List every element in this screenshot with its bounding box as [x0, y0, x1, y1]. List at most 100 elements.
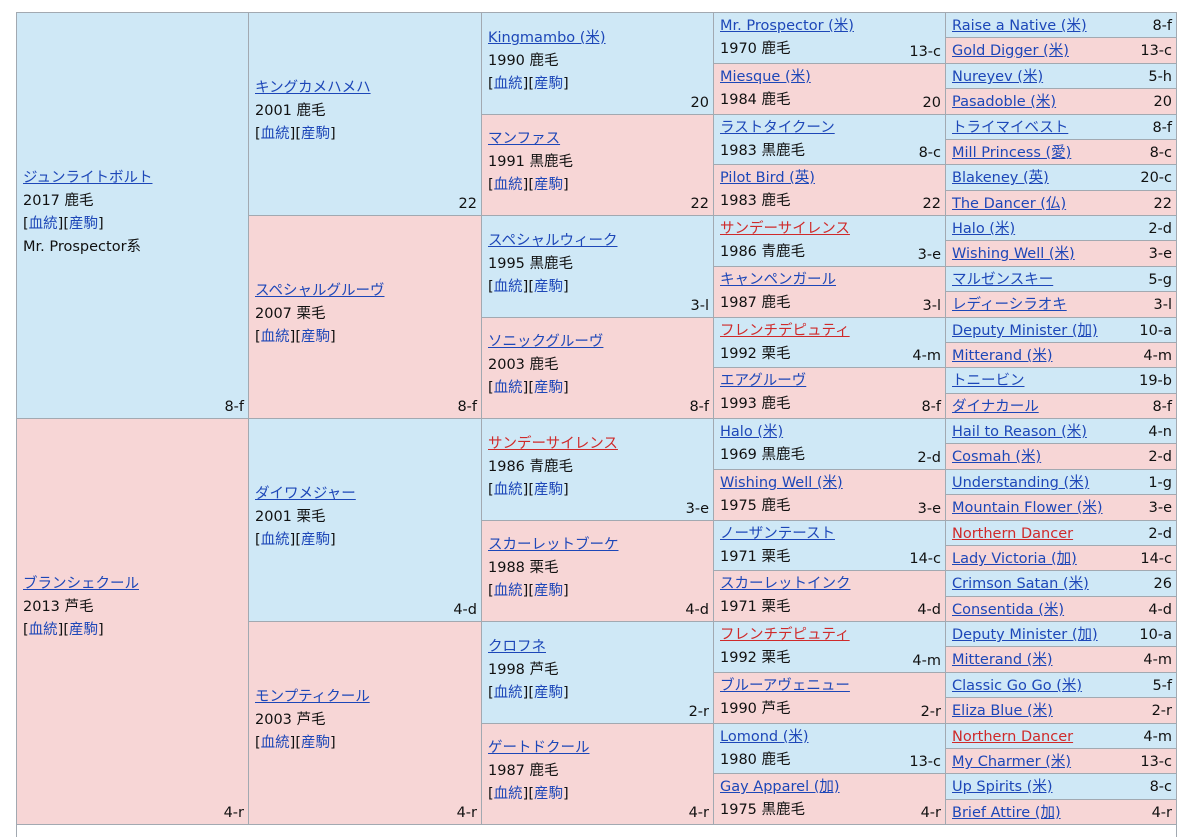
- horse-name-link[interactable]: Mitterand (米): [952, 348, 1053, 364]
- pedigree-link[interactable]: 血統: [28, 216, 58, 232]
- horse-name-link[interactable]: Lomond (米): [720, 729, 809, 745]
- offspring-link[interactable]: 産駒: [534, 583, 563, 599]
- pedigree-link[interactable]: 血統: [28, 622, 58, 638]
- pedigree-link[interactable]: 血統: [493, 583, 523, 599]
- horse-name-link[interactable]: Mill Princess (愛): [952, 145, 1072, 161]
- family-number: 4-d: [917, 602, 941, 618]
- horse-links: [血統][産駒]: [488, 786, 569, 802]
- pedigree-link[interactable]: 血統: [493, 482, 523, 498]
- offspring-link[interactable]: 産駒: [69, 216, 98, 232]
- horse-name-link[interactable]: Brief Attire (加): [952, 805, 1061, 821]
- pedigree-table: ジュンライトボルト 2017 鹿毛 [血統][産駒] Mr. Prospector系 8…: [16, 12, 1177, 825]
- horse-name-link[interactable]: ブルーアヴェニュー: [720, 678, 850, 694]
- pedigree-link[interactable]: 血統: [493, 279, 523, 295]
- horse-name-link[interactable]: Deputy Minister (加): [952, 323, 1098, 339]
- pedigree-link[interactable]: 血統: [493, 380, 523, 396]
- horse-name-link[interactable]: Mr. Prospector (米): [720, 18, 854, 34]
- horse-name-link[interactable]: Eliza Blue (米): [952, 703, 1053, 719]
- pedigree-cell-gen3: サンデーサイレンス 1986 青鹿毛 [血統][産駒] 3-e: [481, 418, 714, 521]
- offspring-link[interactable]: 産駒: [534, 786, 563, 802]
- horse-name-link[interactable]: Cosmah (米): [952, 449, 1042, 465]
- sire-line: Mr. Prospector系: [23, 239, 142, 255]
- horse-name-link[interactable]: Northern Dancer: [952, 729, 1074, 745]
- pedigree-link[interactable]: 血統: [493, 786, 523, 802]
- horse-name-link[interactable]: トライマイベスト: [952, 120, 1069, 136]
- horse-name-link[interactable]: レディーシラオキ: [952, 297, 1067, 313]
- horse-name-link[interactable]: Up Spirits (米): [952, 779, 1053, 795]
- horse-name-link[interactable]: My Charmer (米): [952, 754, 1072, 770]
- horse-name-link[interactable]: ジュンライトボルト: [23, 170, 153, 186]
- offspring-link[interactable]: 産駒: [301, 532, 330, 548]
- horse-name-link[interactable]: モンプティクール: [255, 689, 370, 705]
- horse-name-link[interactable]: Mountain Flower (米): [952, 500, 1103, 516]
- horse-name-link[interactable]: Halo (米): [720, 424, 784, 440]
- horse-name-link[interactable]: スペシャルグルーヴ: [255, 283, 385, 299]
- horse-name-link[interactable]: Lady Victoria (加): [952, 551, 1077, 567]
- horse-name-link[interactable]: Pilot Bird (英): [720, 170, 815, 186]
- horse-name-link[interactable]: サンデーサイレンス: [488, 436, 618, 452]
- pedigree-link[interactable]: 血統: [493, 685, 523, 701]
- horse-name-link[interactable]: ノーザンテースト: [720, 526, 835, 542]
- horse-links: [血統][産駒]: [255, 126, 336, 142]
- horse-name-link[interactable]: Gold Digger (米): [952, 43, 1069, 59]
- horse-name-link[interactable]: スカーレットインク: [720, 576, 851, 592]
- horse-name-link[interactable]: マンファス: [488, 131, 561, 147]
- offspring-link[interactable]: 産駒: [534, 380, 563, 396]
- offspring-link[interactable]: 産駒: [534, 482, 563, 498]
- offspring-link[interactable]: 産駒: [301, 735, 330, 751]
- horse-name-link[interactable]: ブランシェクール: [23, 576, 139, 592]
- horse-birth-color: 2003 芦毛: [255, 712, 326, 728]
- horse-name-link[interactable]: Kingmambo (米): [488, 30, 606, 46]
- horse-name-link[interactable]: キャンペンガール: [720, 272, 836, 288]
- horse-name-link[interactable]: Nureyev (米): [952, 69, 1044, 85]
- horse-name-link[interactable]: スペシャルウィーク: [488, 233, 618, 249]
- family-number: 10-a: [1139, 323, 1172, 339]
- horse-name-link[interactable]: Mitterand (米): [952, 652, 1053, 668]
- horse-name-link[interactable]: スカーレットブーケ: [488, 537, 619, 553]
- horse-name-link[interactable]: サンデーサイレンス: [720, 221, 850, 237]
- horse-name-link[interactable]: Gay Apparel (加): [720, 779, 840, 795]
- offspring-link[interactable]: 産駒: [534, 685, 563, 701]
- offspring-link[interactable]: 産駒: [534, 279, 563, 295]
- horse-name-link[interactable]: Deputy Minister (加): [952, 627, 1098, 643]
- offspring-link[interactable]: 産駒: [301, 126, 330, 142]
- pedigree-link[interactable]: 血統: [260, 532, 290, 548]
- horse-name-link[interactable]: Wishing Well (米): [720, 475, 843, 491]
- offspring-link[interactable]: 産駒: [69, 622, 98, 638]
- pedigree-link[interactable]: 血統: [493, 76, 523, 92]
- horse-name-link[interactable]: Crimson Satan (米): [952, 576, 1089, 592]
- horse-name-link[interactable]: キングカメハメハ: [255, 80, 371, 96]
- offspring-link[interactable]: 産駒: [301, 329, 330, 345]
- horse-name-link[interactable]: フレンチデピュティ: [720, 323, 850, 339]
- horse-name-link[interactable]: トニービン: [952, 373, 1025, 389]
- horse-name-link[interactable]: Wishing Well (米): [952, 246, 1075, 262]
- horse-name-link[interactable]: Pasadoble (米): [952, 94, 1057, 110]
- pedigree-link[interactable]: 血統: [260, 329, 290, 345]
- horse-name-link[interactable]: ゲートドクール: [488, 740, 590, 756]
- horse-name-link[interactable]: Classic Go Go (米): [952, 678, 1083, 694]
- horse-name-link[interactable]: エアグルーヴ: [720, 373, 807, 389]
- horse-name-link[interactable]: Halo (米): [952, 221, 1016, 237]
- pedigree-link[interactable]: 血統: [493, 177, 523, 193]
- horse-name-link[interactable]: Northern Dancer: [952, 526, 1074, 542]
- horse-name-link[interactable]: Consentida (米): [952, 602, 1065, 618]
- horse-name-link[interactable]: Hail to Reason (米): [952, 424, 1087, 440]
- horse-name-link[interactable]: Raise a Native (米): [952, 18, 1087, 34]
- pedigree-cell-gen5: Nureyev (米) 5-h: [945, 63, 1177, 89]
- horse-name-link[interactable]: クロフネ: [488, 639, 546, 655]
- horse-birth-color: 1993 鹿毛: [720, 396, 791, 412]
- pedigree-link[interactable]: 血統: [260, 126, 290, 142]
- horse-name-link[interactable]: ダイナカール: [952, 399, 1039, 415]
- horse-name-link[interactable]: ダイワメジャー: [255, 486, 356, 502]
- offspring-link[interactable]: 産駒: [534, 177, 563, 193]
- horse-name-link[interactable]: Miesque (米): [720, 69, 811, 85]
- horse-name-link[interactable]: フレンチデピュティ: [720, 627, 850, 643]
- horse-name-link[interactable]: ラストタイクーン: [720, 120, 835, 136]
- horse-name-link[interactable]: Blakeney (英): [952, 170, 1049, 186]
- horse-name-link[interactable]: マルゼンスキー: [952, 272, 1054, 288]
- horse-name-link[interactable]: Understanding (米): [952, 475, 1090, 491]
- horse-name-link[interactable]: The Dancer (仏): [952, 196, 1067, 212]
- horse-name-link[interactable]: ソニックグルーヴ: [488, 334, 604, 350]
- pedigree-link[interactable]: 血統: [260, 735, 290, 751]
- offspring-link[interactable]: 産駒: [534, 76, 563, 92]
